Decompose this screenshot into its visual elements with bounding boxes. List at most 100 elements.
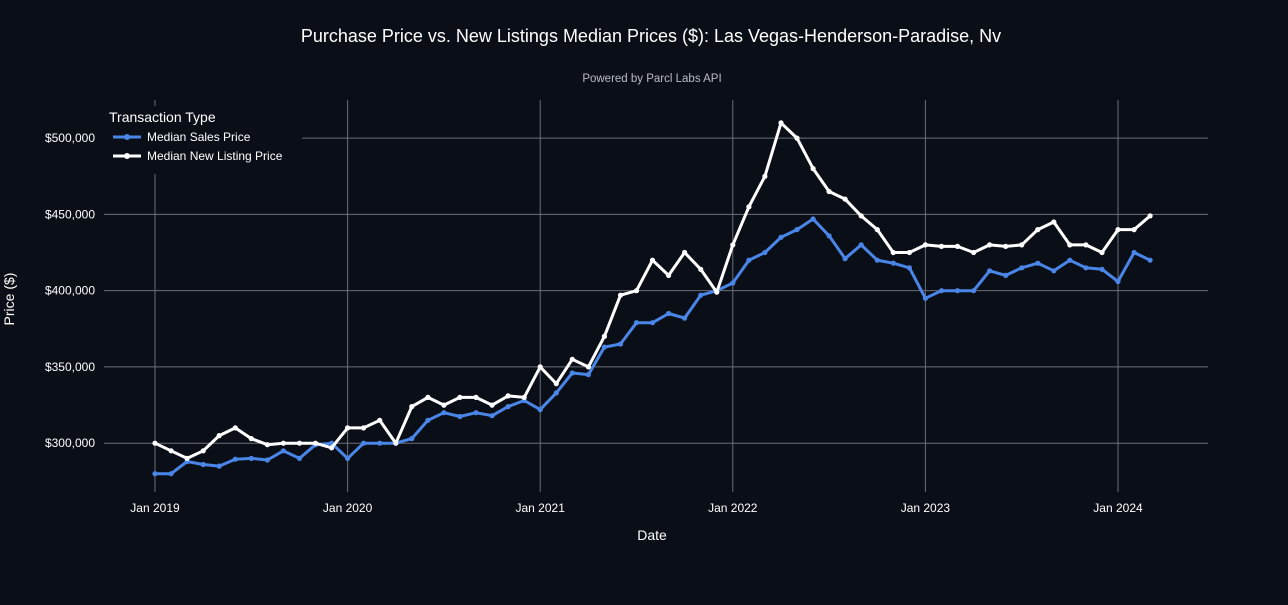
data-point-median-new-listing-price	[345, 425, 351, 431]
data-point-median-sales-price	[1147, 257, 1153, 263]
data-point-median-sales-price	[489, 413, 495, 419]
data-point-median-new-listing-price	[778, 120, 784, 126]
data-point-median-sales-price	[746, 257, 752, 263]
data-point-median-sales-price	[168, 471, 174, 477]
data-point-median-new-listing-price	[1051, 219, 1057, 225]
data-point-median-sales-price	[649, 320, 656, 326]
legend-item-median-sales-price[interactable]: Median Sales Price	[113, 130, 251, 144]
data-point-median-sales-price	[361, 440, 367, 446]
data-point-median-new-listing-price	[361, 425, 367, 431]
x-tick-label: Jan 2020	[323, 501, 373, 515]
series-median-sales-price	[152, 216, 1153, 477]
data-point-median-sales-price	[264, 457, 270, 463]
data-point-median-new-listing-price	[842, 196, 848, 202]
data-point-median-new-listing-price	[1035, 227, 1041, 233]
data-point-median-new-listing-price	[473, 394, 479, 400]
data-point-median-new-listing-price	[585, 364, 592, 370]
data-point-median-sales-price	[987, 268, 993, 274]
data-point-median-sales-price	[938, 288, 945, 294]
data-point-median-new-listing-price	[601, 333, 608, 339]
data-point-median-sales-price	[666, 310, 672, 317]
data-point-median-sales-price	[906, 265, 913, 271]
data-point-median-new-listing-price	[858, 213, 864, 219]
data-point-median-new-listing-price	[826, 188, 832, 195]
legend-background	[104, 106, 302, 174]
data-point-median-sales-price	[553, 390, 559, 396]
data-point-median-sales-price	[280, 448, 286, 454]
series-line-median-sales-price	[155, 217, 1151, 476]
data-point-median-new-listing-price	[938, 243, 945, 249]
data-point-median-new-listing-price	[505, 393, 511, 399]
data-point-median-sales-price	[377, 440, 383, 446]
data-point-median-new-listing-price	[666, 272, 672, 278]
data-point-median-sales-price	[537, 407, 543, 413]
data-point-median-sales-price	[200, 461, 206, 468]
x-tick-label: Jan 2022	[708, 501, 758, 515]
watermark-text: Powered by Parcl Labs API	[582, 73, 721, 85]
data-point-median-sales-price	[842, 256, 848, 262]
x-tick-label: Jan 2021	[516, 501, 566, 515]
data-point-median-sales-price	[1035, 260, 1041, 266]
data-point-median-sales-price	[505, 404, 511, 410]
data-point-median-new-listing-price	[377, 417, 383, 423]
data-point-median-new-listing-price	[312, 440, 319, 446]
data-point-median-new-listing-price	[409, 404, 415, 410]
data-point-median-sales-price	[1115, 278, 1121, 285]
series-layer	[152, 120, 1153, 477]
data-point-median-new-listing-price	[906, 249, 913, 256]
data-point-median-new-listing-price	[1147, 213, 1153, 219]
data-point-median-new-listing-price	[248, 436, 254, 442]
data-point-median-new-listing-price	[810, 166, 816, 172]
data-point-median-new-listing-price	[1131, 227, 1137, 233]
data-point-median-new-listing-price	[264, 442, 270, 448]
data-point-median-sales-price	[682, 315, 688, 321]
data-point-median-sales-price	[874, 257, 880, 263]
data-point-median-new-listing-price	[922, 242, 929, 248]
legend-label-median-new-listing-price: Median New Listing Price	[147, 149, 283, 163]
data-point-median-new-listing-price	[633, 288, 640, 294]
x-tick-label: Jan 2024	[1093, 501, 1143, 515]
data-point-median-new-listing-price	[553, 381, 559, 387]
data-point-median-sales-price	[232, 456, 238, 462]
data-point-median-sales-price	[601, 344, 608, 350]
legend: Transaction Type Median Sales Price Medi…	[104, 106, 302, 174]
data-point-median-new-listing-price	[954, 243, 961, 249]
series-median-new-listing-price	[152, 120, 1153, 461]
data-point-median-new-listing-price	[649, 257, 656, 263]
data-point-median-new-listing-price	[1067, 242, 1073, 248]
data-point-median-new-listing-price	[457, 394, 463, 400]
data-point-median-new-listing-price	[569, 356, 575, 362]
data-point-median-new-listing-price	[1099, 249, 1105, 256]
data-point-median-sales-price	[810, 216, 816, 222]
data-point-median-sales-price	[1099, 266, 1105, 272]
data-point-median-sales-price	[922, 295, 929, 301]
data-point-median-new-listing-price	[393, 440, 399, 446]
data-point-median-new-listing-price	[617, 292, 624, 298]
data-point-median-new-listing-price	[152, 440, 158, 446]
data-point-median-new-listing-price	[425, 394, 431, 400]
data-point-median-sales-price	[826, 233, 832, 239]
data-point-median-sales-price	[1083, 265, 1089, 271]
data-point-median-sales-price	[345, 455, 351, 461]
chart-title: Purchase Price vs. New Listings Median P…	[301, 26, 1001, 46]
data-point-median-sales-price	[1131, 249, 1137, 256]
data-point-median-new-listing-price	[746, 204, 752, 210]
data-point-median-sales-price	[1067, 257, 1073, 263]
x-tick-label: Jan 2023	[901, 501, 951, 515]
data-point-median-sales-price	[617, 341, 624, 347]
data-point-median-new-listing-price	[168, 448, 174, 454]
data-point-median-sales-price	[698, 292, 704, 298]
y-tick-label: $450,000	[45, 207, 95, 221]
data-point-median-sales-price	[585, 372, 592, 378]
legend-item-median-new-listing-price[interactable]: Median New Listing Price	[113, 149, 283, 163]
y-axis-title: Price ($)	[1, 273, 17, 326]
data-point-median-new-listing-price	[184, 455, 190, 461]
data-point-median-new-listing-price	[537, 364, 543, 370]
data-point-median-new-listing-price	[714, 289, 720, 295]
data-point-median-new-listing-price	[698, 266, 704, 272]
data-point-median-sales-price	[152, 471, 158, 477]
data-point-median-sales-price	[409, 436, 415, 442]
data-point-median-new-listing-price	[232, 425, 238, 431]
data-point-median-sales-price	[1003, 272, 1009, 278]
